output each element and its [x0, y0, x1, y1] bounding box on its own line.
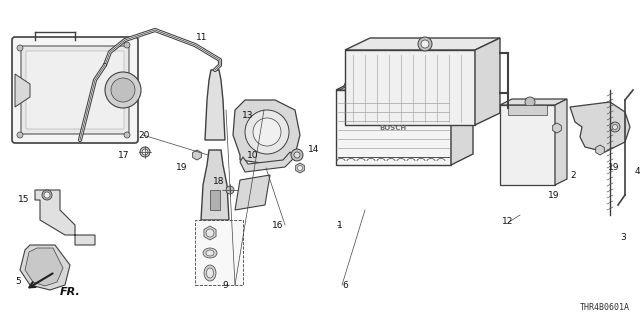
Text: 14: 14	[308, 146, 319, 155]
Circle shape	[610, 122, 620, 132]
Circle shape	[17, 45, 23, 51]
Circle shape	[417, 83, 425, 91]
Text: 12: 12	[502, 218, 513, 227]
Ellipse shape	[203, 248, 217, 258]
Circle shape	[124, 132, 130, 138]
Polygon shape	[395, 85, 459, 90]
Circle shape	[142, 149, 148, 155]
Ellipse shape	[207, 268, 214, 278]
Circle shape	[245, 110, 289, 154]
Polygon shape	[336, 90, 451, 165]
Polygon shape	[205, 70, 225, 140]
Polygon shape	[25, 248, 63, 286]
Text: 13: 13	[242, 110, 253, 119]
Text: 16: 16	[272, 220, 284, 229]
Polygon shape	[20, 245, 70, 290]
Circle shape	[17, 132, 23, 138]
Circle shape	[124, 42, 130, 48]
Text: THR4B0601A: THR4B0601A	[580, 303, 630, 313]
Text: 10: 10	[247, 150, 259, 159]
Circle shape	[415, 81, 427, 93]
Bar	[195, 220, 243, 285]
Circle shape	[206, 229, 214, 237]
Polygon shape	[475, 38, 500, 125]
Polygon shape	[508, 105, 547, 115]
Text: 20: 20	[138, 131, 149, 140]
Polygon shape	[345, 38, 500, 50]
Circle shape	[111, 78, 135, 102]
Polygon shape	[500, 99, 567, 105]
Circle shape	[344, 80, 358, 94]
Text: 19: 19	[608, 164, 620, 172]
Polygon shape	[500, 105, 555, 185]
Polygon shape	[35, 190, 95, 245]
Text: 2: 2	[570, 171, 575, 180]
Text: BOSCH: BOSCH	[380, 125, 406, 131]
Circle shape	[346, 82, 356, 92]
Circle shape	[418, 37, 432, 51]
Text: 15: 15	[18, 196, 29, 204]
Text: 19: 19	[548, 191, 559, 201]
Polygon shape	[339, 85, 404, 90]
Text: 11: 11	[196, 33, 207, 42]
Text: 18: 18	[213, 178, 225, 187]
FancyBboxPatch shape	[26, 51, 124, 129]
Text: 3: 3	[620, 234, 626, 243]
Polygon shape	[15, 74, 30, 107]
Ellipse shape	[204, 265, 216, 281]
Text: 1: 1	[337, 220, 343, 229]
Polygon shape	[345, 50, 475, 125]
Circle shape	[294, 152, 300, 158]
Circle shape	[44, 192, 50, 198]
Text: 6: 6	[342, 281, 348, 290]
Text: 19: 19	[176, 164, 188, 172]
Polygon shape	[336, 79, 473, 90]
Circle shape	[421, 40, 429, 48]
Polygon shape	[555, 99, 567, 185]
Circle shape	[253, 118, 281, 146]
Circle shape	[291, 149, 303, 161]
Polygon shape	[451, 79, 473, 165]
Polygon shape	[240, 152, 295, 172]
Bar	[210, 190, 220, 210]
FancyBboxPatch shape	[12, 37, 138, 143]
Circle shape	[612, 124, 618, 130]
Circle shape	[298, 165, 303, 171]
Circle shape	[525, 97, 535, 107]
Ellipse shape	[206, 250, 214, 256]
Polygon shape	[235, 175, 270, 210]
Circle shape	[105, 72, 141, 108]
Polygon shape	[570, 102, 630, 152]
Polygon shape	[233, 100, 300, 165]
Text: 4: 4	[635, 167, 640, 177]
FancyBboxPatch shape	[21, 46, 129, 134]
Text: 17: 17	[118, 150, 129, 159]
Text: 9: 9	[222, 281, 228, 290]
Circle shape	[226, 186, 234, 194]
Text: 5: 5	[15, 277, 20, 286]
Polygon shape	[201, 150, 229, 220]
Circle shape	[140, 147, 150, 157]
Text: FR.: FR.	[60, 287, 81, 297]
Circle shape	[42, 190, 52, 200]
